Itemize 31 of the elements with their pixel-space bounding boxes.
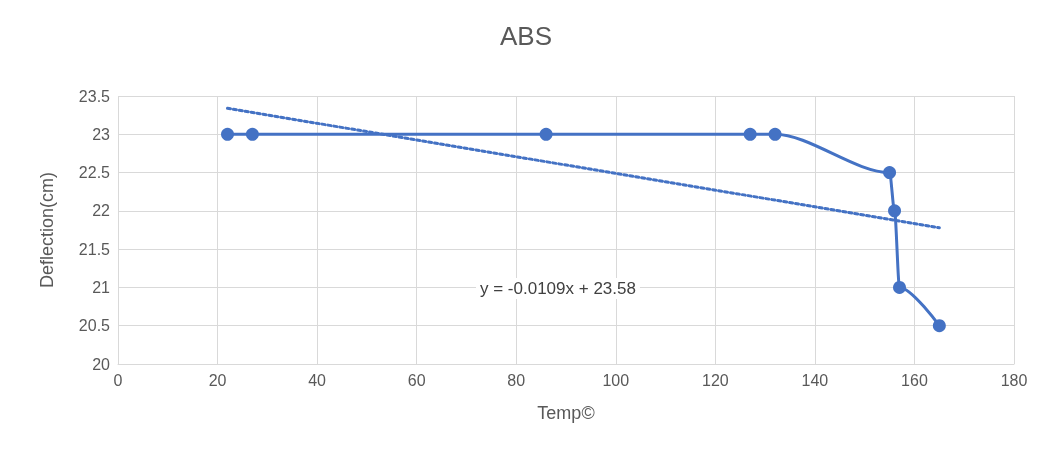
y-tick-label: 20.5 (78, 317, 111, 335)
point (768, 127, 782, 141)
y-tick-label: 22.5 (78, 164, 111, 182)
y-tick-label: 21 (92, 278, 111, 296)
y-tick-label: 22 (92, 202, 111, 220)
point (743, 127, 757, 141)
y-tick-label: 20 (92, 355, 111, 373)
y-tick-label: 23 (92, 125, 111, 143)
x-tick-label: 140 (801, 371, 829, 389)
x-tick-label: 180 (1000, 371, 1028, 389)
point (888, 204, 902, 218)
x-tick-label: 80 (507, 371, 526, 389)
annotation: y = -0.0109x + 23.58 (480, 279, 636, 298)
x-tick-label: 160 (901, 371, 928, 389)
y-axis-title: Deflection(cm) (37, 171, 57, 289)
x-tick-label: 0 (113, 371, 123, 389)
x-axis-title: Temp© (537, 403, 595, 423)
point (221, 127, 235, 141)
point (893, 280, 907, 294)
point (932, 319, 946, 333)
y-tick-label: 21.5 (78, 240, 111, 258)
x-tick-label: 40 (308, 371, 327, 389)
point (883, 166, 897, 180)
x-tick-label: 60 (407, 371, 426, 389)
point (539, 127, 553, 141)
chart-title: ABS (499, 21, 553, 51)
x-tick-label: 120 (701, 371, 729, 389)
point (245, 127, 259, 141)
x-tick-label: 20 (208, 371, 227, 389)
y-tick-label: 23.5 (78, 87, 111, 105)
x-tick-label: 100 (602, 371, 630, 389)
